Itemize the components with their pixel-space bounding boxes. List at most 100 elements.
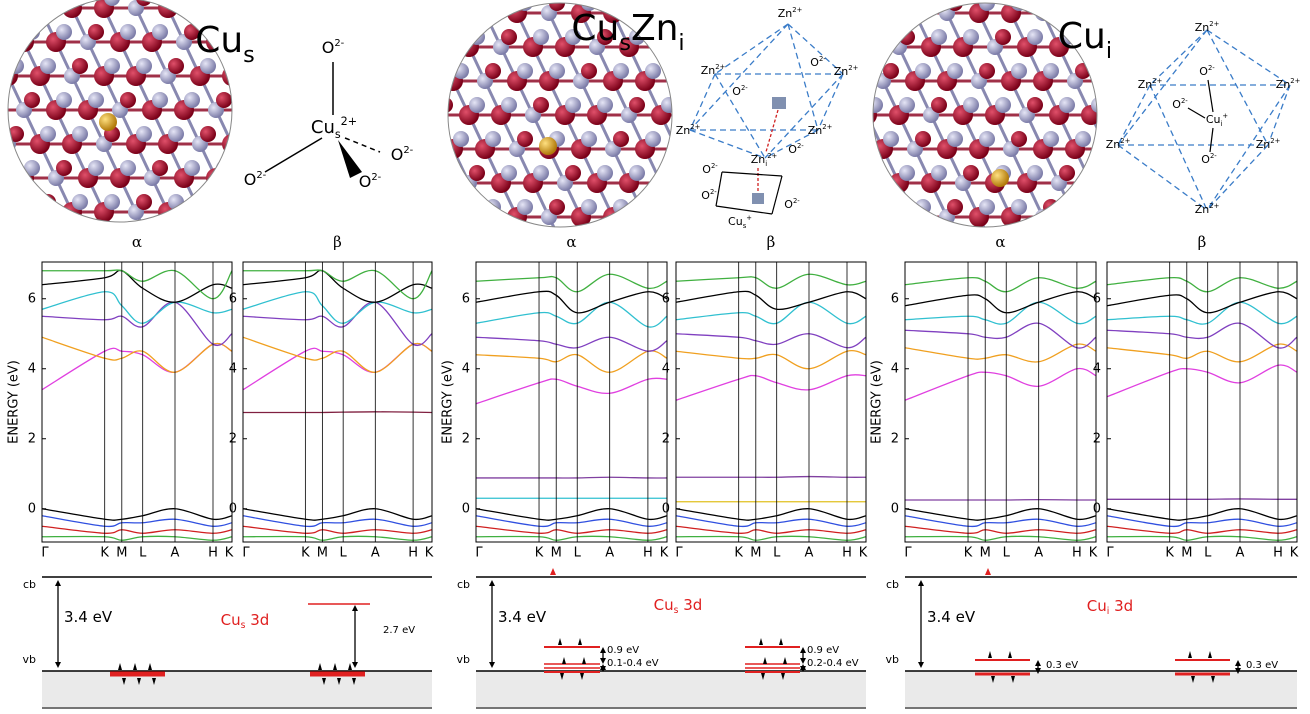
atom bbox=[905, 207, 925, 227]
bond bbox=[661, 183, 677, 217]
band bbox=[1107, 344, 1297, 362]
spin bbox=[1208, 651, 1212, 658]
band bbox=[1107, 278, 1297, 292]
atom bbox=[1065, 207, 1085, 227]
band bbox=[676, 351, 866, 369]
structure-line bbox=[265, 138, 322, 172]
defect-label: Cus 3d bbox=[654, 596, 703, 617]
label-text: vb bbox=[23, 653, 37, 666]
atom bbox=[88, 92, 104, 108]
bond bbox=[883, 3, 891, 13]
spacing-label: 0.3 eV bbox=[1246, 660, 1278, 671]
bond bbox=[232, 0, 240, 8]
atom bbox=[1043, 131, 1059, 147]
band bbox=[243, 526, 432, 533]
gap-label: 3.4 eV bbox=[927, 608, 976, 626]
bond bbox=[248, 32, 256, 42]
atom bbox=[677, 199, 693, 215]
x-tick-label: M bbox=[116, 546, 127, 561]
spin bbox=[318, 663, 322, 670]
atom bbox=[517, 63, 533, 79]
band bbox=[1107, 365, 1297, 397]
bond bbox=[1043, 3, 1051, 13]
label-text: vb bbox=[886, 653, 900, 666]
atom bbox=[136, 194, 152, 210]
x-tick-label: K bbox=[660, 546, 669, 561]
atom bbox=[88, 160, 104, 176]
bond bbox=[1075, 217, 1091, 251]
structure-line bbox=[818, 74, 843, 130]
bond bbox=[264, 8, 280, 42]
atom bbox=[931, 97, 947, 113]
atom-label: Zn2+ bbox=[1195, 20, 1220, 34]
superscript: 2- bbox=[819, 55, 826, 63]
atom bbox=[979, 131, 995, 147]
atom bbox=[254, 0, 274, 18]
atom bbox=[581, 199, 597, 215]
superscript: 2- bbox=[711, 162, 718, 170]
x-tick-label: Γ bbox=[675, 546, 683, 561]
atom bbox=[224, 0, 240, 16]
band bbox=[243, 302, 432, 345]
vb-label: vb bbox=[457, 653, 471, 666]
atom bbox=[883, 131, 899, 147]
gap-label: 3.4 eV bbox=[498, 608, 547, 626]
band bbox=[243, 509, 432, 520]
vb-label: vb bbox=[23, 653, 37, 666]
atom bbox=[1107, 63, 1123, 79]
atom bbox=[1113, 37, 1133, 57]
band bbox=[905, 323, 1096, 348]
bond bbox=[1107, 149, 1123, 183]
atom bbox=[669, 73, 685, 89]
y-tick-label: 4 bbox=[1093, 361, 1101, 376]
valence-band bbox=[42, 671, 432, 709]
atom bbox=[613, 131, 629, 147]
label-text: 2.7 eV bbox=[383, 625, 415, 636]
x-tick-label: Γ bbox=[1106, 546, 1114, 561]
bond bbox=[1043, 217, 1059, 251]
band bbox=[676, 477, 866, 478]
atom-label: O2- bbox=[784, 197, 800, 211]
bond bbox=[1091, 183, 1107, 217]
atom bbox=[533, 165, 549, 181]
chart-title: α bbox=[995, 233, 1005, 251]
atom bbox=[248, 92, 264, 108]
bands bbox=[476, 274, 667, 540]
atom-label: Cui+ bbox=[1206, 112, 1228, 128]
band bbox=[243, 412, 432, 413]
bond bbox=[867, 37, 875, 47]
bond bbox=[264, 202, 272, 212]
arrowhead bbox=[800, 658, 806, 664]
band bbox=[1107, 302, 1297, 324]
band bbox=[676, 274, 866, 288]
atom bbox=[915, 0, 931, 11]
atom bbox=[232, 126, 248, 142]
x-tick-label: H bbox=[208, 546, 218, 561]
atom bbox=[1123, 97, 1139, 113]
x-tick-label: A bbox=[1034, 546, 1043, 561]
bond bbox=[485, 207, 493, 217]
atom bbox=[8, 58, 24, 74]
bond bbox=[437, 105, 445, 115]
band bbox=[676, 291, 866, 309]
band bbox=[243, 270, 432, 302]
atom bbox=[469, 97, 485, 113]
atom bbox=[168, 126, 184, 142]
atom bbox=[507, 3, 527, 23]
atom bbox=[677, 0, 693, 11]
atom bbox=[72, 194, 88, 210]
x-tick-label: M bbox=[317, 546, 328, 561]
bond bbox=[613, 217, 629, 251]
atom bbox=[501, 97, 517, 113]
atom bbox=[254, 202, 274, 222]
atom bbox=[429, 107, 445, 123]
bond bbox=[437, 47, 453, 81]
atom bbox=[437, 97, 453, 113]
subscript: s bbox=[619, 30, 631, 56]
band bbox=[476, 526, 667, 533]
atom bbox=[1139, 0, 1155, 11]
band bbox=[476, 274, 667, 292]
atom bbox=[264, 58, 280, 74]
atom bbox=[222, 66, 242, 86]
